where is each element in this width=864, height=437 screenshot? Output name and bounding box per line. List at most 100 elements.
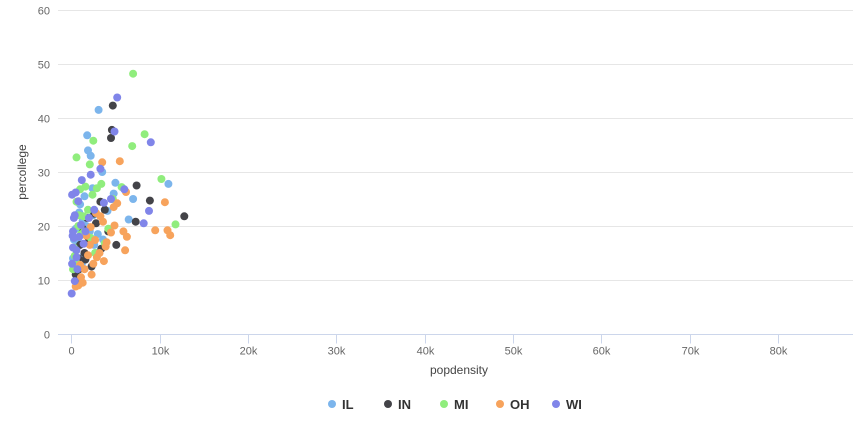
data-point[interactable]: [94, 105, 103, 114]
data-point[interactable]: [108, 101, 117, 110]
legend-item-mi[interactable]: MI: [440, 397, 468, 412]
data-point[interactable]: [171, 220, 180, 229]
data-point[interactable]: [83, 131, 92, 140]
data-point[interactable]: [111, 178, 120, 187]
data-point[interactable]: [84, 251, 92, 260]
data-point[interactable]: [77, 220, 85, 229]
data-point[interactable]: [72, 153, 81, 162]
y-tick-label: 50: [38, 60, 50, 72]
axes: 0 10 20 30 40 50 60 0 10k 20k 30k 40k 50k 60k 70k 80k: [38, 6, 853, 358]
y-tick-label: 60: [38, 6, 50, 18]
data-point[interactable]: [99, 257, 108, 266]
data-point[interactable]: [80, 192, 89, 201]
data-point[interactable]: [86, 223, 95, 232]
data-point[interactable]: [85, 160, 94, 169]
data-point[interactable]: [84, 205, 92, 214]
data-point[interactable]: [121, 246, 130, 255]
data-point[interactable]: [85, 240, 94, 249]
data-point[interactable]: [72, 246, 81, 255]
legend-label: IL: [342, 397, 354, 412]
data-point[interactable]: [88, 190, 97, 199]
x-tick-label: 70k: [682, 346, 700, 358]
data-point[interactable]: [101, 242, 110, 251]
data-point[interactable]: [131, 217, 140, 226]
data-point[interactable]: [151, 226, 160, 235]
data-point[interactable]: [120, 185, 129, 194]
data-point[interactable]: [139, 219, 148, 228]
x-tick-label: 50k: [505, 346, 523, 358]
legend-item-oh[interactable]: OH: [496, 397, 530, 412]
data-point[interactable]: [163, 226, 172, 235]
data-point[interactable]: [145, 206, 153, 215]
data-point[interactable]: [91, 236, 100, 244]
data-point[interactable]: [73, 265, 82, 274]
data-point[interactable]: [74, 197, 83, 206]
data-point[interactable]: [78, 278, 87, 287]
data-point[interactable]: [132, 181, 141, 190]
data-point[interactable]: [119, 227, 128, 236]
data-point[interactable]: [86, 151, 95, 160]
data-point[interactable]: [160, 198, 169, 207]
x-tick-label: 0: [68, 346, 74, 358]
x-tick-label: 20k: [240, 346, 258, 358]
data-point[interactable]: [124, 215, 133, 224]
data-point[interactable]: [109, 203, 118, 212]
legend-item-in[interactable]: IN: [384, 397, 411, 412]
data-point[interactable]: [87, 270, 96, 279]
data-point[interactable]: [146, 138, 155, 147]
data-point[interactable]: [89, 136, 98, 145]
x-tick-label: 60k: [593, 346, 611, 358]
data-point[interactable]: [107, 195, 115, 203]
data-point[interactable]: [110, 127, 119, 136]
data-point[interactable]: [77, 176, 86, 185]
x-axis-title: popdensity: [430, 363, 488, 377]
data-point[interactable]: [72, 253, 81, 262]
data-point[interactable]: [79, 239, 88, 248]
data-point[interactable]: [112, 240, 121, 249]
data-point[interactable]: [157, 175, 166, 183]
data-point[interactable]: [68, 259, 77, 268]
data-point[interactable]: [90, 205, 99, 214]
data-point[interactable]: [92, 184, 101, 193]
data-point[interactable]: [86, 170, 95, 179]
data-point[interactable]: [164, 179, 173, 188]
series-wi: [67, 93, 155, 298]
legend-item-wi[interactable]: WI: [552, 397, 582, 412]
data-point[interactable]: [89, 259, 98, 268]
data-point[interactable]: [81, 227, 90, 236]
data-point[interactable]: [129, 69, 138, 78]
data-point[interactable]: [128, 142, 137, 151]
data-point[interactable]: [67, 289, 76, 298]
legend-marker: [496, 400, 504, 408]
legend-label: IN: [398, 397, 411, 412]
y-tick-label: 10: [38, 276, 50, 288]
data-point[interactable]: [107, 134, 115, 142]
x-tick-label: 30k: [328, 346, 346, 358]
legend-item-il[interactable]: IL: [328, 397, 354, 412]
data-point[interactable]: [180, 212, 189, 221]
legend-marker: [440, 400, 448, 408]
data-point[interactable]: [92, 253, 101, 262]
legend-label: OH: [510, 397, 530, 412]
data-point[interactable]: [70, 211, 79, 220]
data-point[interactable]: [107, 228, 115, 237]
data-point[interactable]: [145, 196, 154, 205]
data-point[interactable]: [98, 158, 107, 167]
data-point[interactable]: [110, 221, 119, 230]
data-point[interactable]: [140, 130, 149, 139]
legend-marker: [328, 400, 336, 408]
data-point[interactable]: [129, 195, 138, 203]
data-point[interactable]: [70, 277, 79, 286]
data-point[interactable]: [115, 157, 124, 166]
data-point[interactable]: [99, 198, 108, 207]
x-tick-label: 40k: [417, 346, 435, 358]
data-points: [67, 69, 189, 298]
data-point[interactable]: [68, 231, 77, 240]
data-point[interactable]: [84, 213, 93, 222]
data-point[interactable]: [100, 205, 109, 214]
data-point[interactable]: [96, 164, 105, 173]
data-point[interactable]: [71, 188, 80, 197]
data-point[interactable]: [113, 93, 122, 102]
legend-label: WI: [566, 397, 582, 412]
